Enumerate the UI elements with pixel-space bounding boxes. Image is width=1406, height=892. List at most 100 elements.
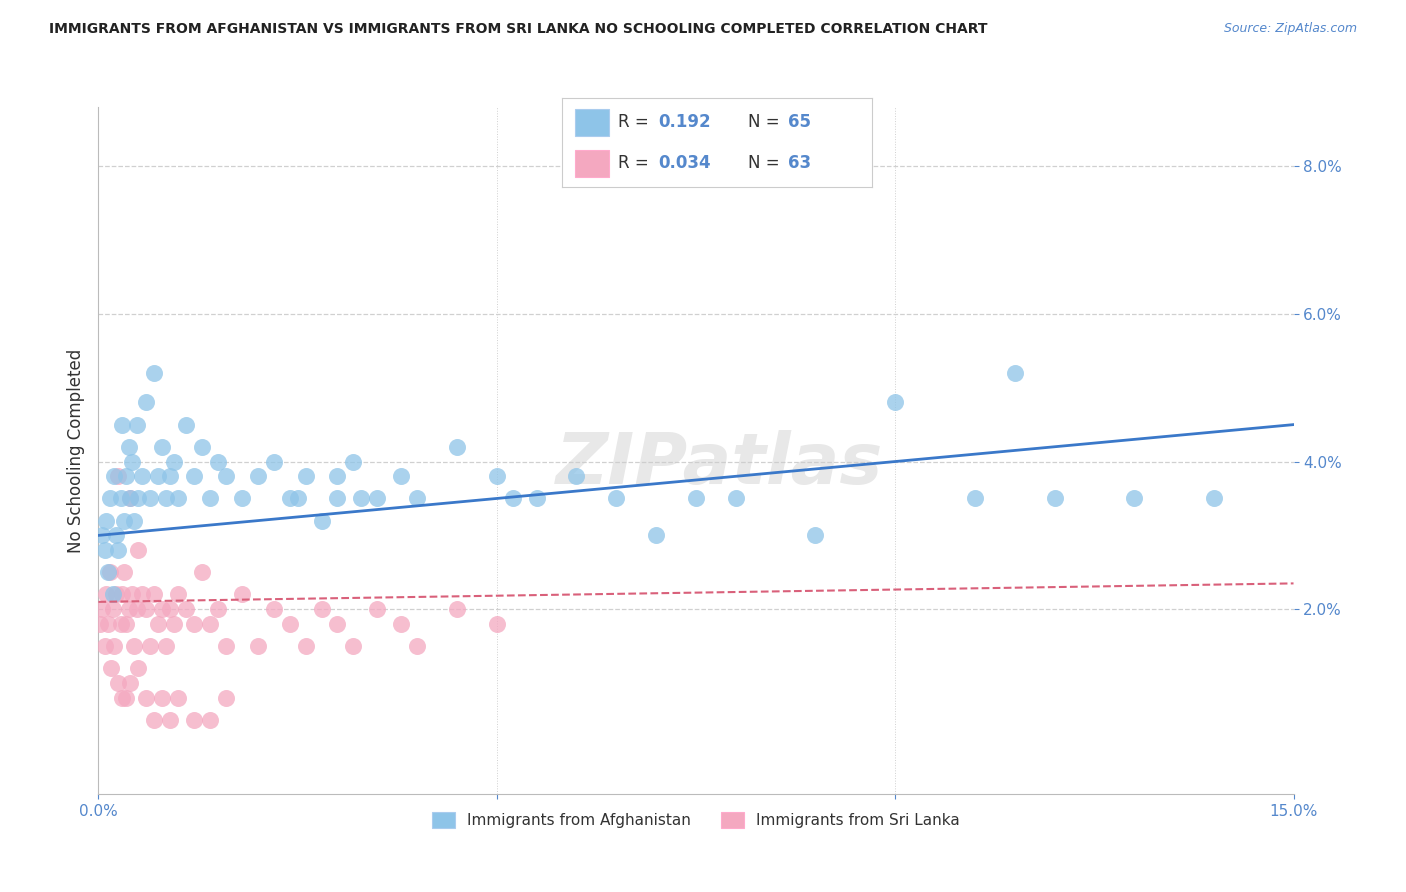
Point <box>143 366 166 380</box>
Text: 0.034: 0.034 <box>658 154 711 172</box>
Point <box>98 491 122 506</box>
Point <box>118 602 141 616</box>
Point <box>685 491 707 506</box>
Point <box>326 491 349 506</box>
Point <box>342 639 364 653</box>
Point <box>98 566 121 580</box>
Point <box>183 713 205 727</box>
Point <box>89 617 111 632</box>
Point <box>446 602 468 616</box>
Point <box>287 491 309 506</box>
Point <box>107 543 129 558</box>
Point <box>96 514 118 528</box>
Point <box>565 469 588 483</box>
Point <box>125 417 148 432</box>
Point <box>215 639 238 653</box>
Point <box>150 602 173 616</box>
Point <box>131 469 153 483</box>
Point <box>101 587 124 601</box>
Point <box>135 690 157 705</box>
Point <box>155 491 177 506</box>
Point <box>143 587 166 601</box>
Point <box>159 713 181 727</box>
Text: N =: N = <box>748 154 785 172</box>
Y-axis label: No Schooling Completed: No Schooling Completed <box>66 349 84 552</box>
Point <box>112 566 135 580</box>
Bar <box>575 109 609 136</box>
Text: 63: 63 <box>789 154 811 172</box>
Text: 0.192: 0.192 <box>658 113 711 131</box>
Point <box>1202 491 1225 506</box>
Point <box>131 587 153 601</box>
Point <box>111 417 134 432</box>
Text: N =: N = <box>748 113 785 131</box>
Point <box>167 690 190 705</box>
Point <box>91 528 114 542</box>
Point <box>1004 366 1026 380</box>
Point <box>167 491 190 506</box>
Point <box>111 690 134 705</box>
Point <box>645 528 668 542</box>
Point <box>191 566 214 580</box>
Point <box>294 469 316 483</box>
Point <box>485 469 508 483</box>
Point <box>605 491 627 506</box>
Point <box>139 491 162 506</box>
Point <box>366 602 388 616</box>
Point <box>115 617 138 632</box>
Point <box>246 639 269 653</box>
Legend: Immigrants from Afghanistan, Immigrants from Sri Lanka: Immigrants from Afghanistan, Immigrants … <box>426 806 966 834</box>
Point <box>115 469 138 483</box>
Point <box>311 602 333 616</box>
Point <box>804 528 827 542</box>
Point <box>294 639 316 653</box>
Point <box>183 617 205 632</box>
Point <box>121 454 143 468</box>
Point <box>97 566 120 580</box>
Point <box>120 676 142 690</box>
Point <box>231 491 253 506</box>
Point <box>191 440 214 454</box>
Point <box>724 491 747 506</box>
Point <box>406 491 429 506</box>
Point <box>155 639 177 653</box>
Point <box>148 617 170 632</box>
Point <box>278 617 301 632</box>
Point <box>124 639 146 653</box>
Point <box>174 602 197 616</box>
Point <box>1043 491 1066 506</box>
Point <box>96 587 118 601</box>
Point <box>150 690 173 705</box>
Bar <box>575 150 609 177</box>
Point <box>446 440 468 454</box>
Point <box>311 514 333 528</box>
Point <box>326 469 349 483</box>
Point <box>198 491 221 506</box>
Point <box>101 602 124 616</box>
Point <box>278 491 301 506</box>
Point <box>150 440 173 454</box>
Point <box>406 639 429 653</box>
Point <box>100 661 122 675</box>
Point <box>121 587 143 601</box>
Point <box>389 469 412 483</box>
Point <box>148 469 170 483</box>
Point <box>103 469 125 483</box>
Point <box>97 617 120 632</box>
Point <box>342 454 364 468</box>
Point <box>135 602 157 616</box>
Point <box>207 602 229 616</box>
Point <box>215 469 238 483</box>
Point <box>163 617 186 632</box>
Point <box>110 617 132 632</box>
Point <box>183 469 205 483</box>
Point <box>174 417 197 432</box>
Point <box>107 676 129 690</box>
Point <box>115 690 138 705</box>
Point <box>1123 491 1146 506</box>
Point <box>884 395 907 409</box>
Point <box>963 491 986 506</box>
Point <box>366 491 388 506</box>
Point <box>167 587 190 601</box>
Text: ZIPatlas: ZIPatlas <box>557 430 883 499</box>
